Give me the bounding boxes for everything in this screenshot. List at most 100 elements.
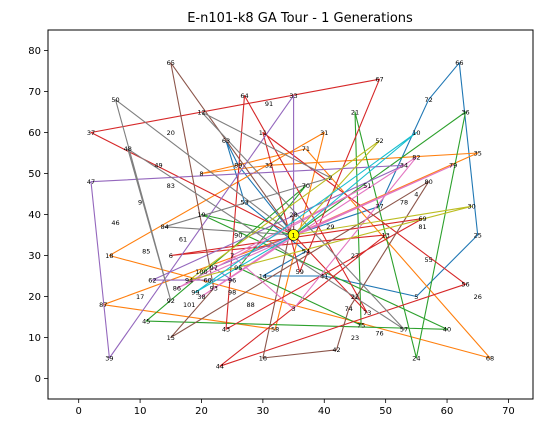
node-label: 16	[259, 354, 267, 362]
node-label: 91	[265, 100, 273, 108]
node-label: 39	[105, 354, 113, 362]
node-label: 35	[474, 149, 482, 157]
node-label: 12	[197, 108, 205, 116]
node-label: 47	[87, 178, 95, 186]
route-line-4	[90, 78, 467, 367]
route-lines	[90, 62, 491, 367]
x-tick-label: 0	[76, 406, 82, 417]
node-label: 51	[363, 182, 371, 190]
node-label: 53	[240, 199, 248, 207]
y-tick-label: 70	[28, 87, 41, 98]
node-label: 78	[400, 199, 408, 207]
node-label: 13	[382, 231, 390, 239]
node-label: 43	[222, 326, 230, 334]
node-label: 74	[345, 305, 353, 313]
node-label: 48	[124, 145, 132, 153]
node-label: 77	[375, 203, 383, 211]
depot-dot	[287, 229, 300, 241]
node-label: 64	[240, 92, 248, 100]
node-label: 3	[291, 305, 295, 313]
depot-marker	[287, 229, 300, 241]
node-label: 19	[197, 211, 205, 219]
x-tick-label: 20	[195, 406, 208, 417]
node-label: 82	[412, 153, 420, 161]
y-tick-label: 10	[28, 333, 41, 344]
node-label: 98	[228, 289, 236, 297]
node-label: 63	[222, 137, 230, 145]
node-label: 33	[289, 92, 297, 100]
node-label: 20	[167, 129, 175, 137]
node-label: 7	[230, 252, 234, 260]
x-axis-ticks: 0 10 20 30 40 50 60 70	[76, 399, 515, 417]
node-label: 25	[474, 231, 482, 239]
node-label: 44	[216, 363, 224, 371]
node-label: 34	[400, 162, 408, 170]
node-label: 84	[161, 223, 169, 231]
node-label: 36	[461, 108, 469, 116]
node-label: 22	[351, 293, 359, 301]
route-line-8	[114, 99, 405, 330]
node-label: 96	[228, 276, 236, 284]
node-label: 59	[296, 268, 304, 276]
node-label: 100	[195, 268, 207, 276]
node-label: 18	[105, 252, 113, 260]
route-line-2	[102, 131, 491, 359]
route-line-9	[188, 140, 473, 281]
node-label: 29	[326, 223, 334, 231]
node-label: 24	[412, 354, 420, 362]
node-label: 95	[234, 264, 242, 272]
node-label: 97	[210, 264, 218, 272]
y-tick-label: 40	[28, 210, 41, 221]
node-label: 60	[203, 276, 211, 284]
node-label: 92	[167, 297, 175, 305]
node-label: 73	[363, 309, 371, 317]
node-label: 45	[142, 317, 150, 325]
node-label: 46	[111, 219, 119, 227]
node-label: 94	[185, 276, 193, 284]
y-tick-label: 50	[28, 169, 41, 180]
node-label: 4	[414, 190, 418, 198]
node-label: 11	[259, 129, 267, 137]
node-label: 81	[418, 223, 426, 231]
y-axis-ticks: 0 10 20 30 40 50 60 70 80	[28, 46, 48, 385]
node-label: 32	[265, 162, 273, 170]
route-line-10	[194, 131, 417, 293]
node-label: 52	[375, 137, 383, 145]
node-label: 88	[246, 301, 254, 309]
node-label: 8	[199, 170, 203, 178]
node-label: 90	[234, 231, 242, 239]
node-label: 56	[461, 281, 469, 289]
x-tick-label: 50	[379, 406, 392, 417]
node-label: 2	[328, 174, 332, 182]
y-tick-label: 60	[28, 128, 41, 139]
node-label: 83	[167, 182, 175, 190]
node-label: 55	[424, 256, 432, 264]
node-label: 21	[351, 108, 359, 116]
y-tick-label: 30	[28, 251, 41, 262]
node-label: 27	[351, 252, 359, 260]
node-label: 28	[289, 211, 297, 219]
node-label: 41	[320, 272, 328, 280]
node-label: 72	[424, 96, 432, 104]
node-label: 5	[414, 293, 418, 301]
y-tick-label: 20	[28, 292, 41, 303]
node-label: 42	[332, 346, 340, 354]
node-label: 65	[167, 59, 175, 67]
node-label: 85	[142, 248, 150, 256]
node-label: 66	[455, 59, 463, 67]
node-label: 71	[302, 145, 310, 153]
node-label: 9	[138, 199, 142, 207]
node-label: 37	[87, 129, 95, 137]
node-label: 62	[148, 276, 156, 284]
node-label: 89	[234, 162, 242, 170]
node-label: 23	[351, 334, 359, 342]
node-label: 40	[443, 326, 451, 334]
node-label: 69	[418, 215, 426, 223]
node-label: 54	[302, 248, 310, 256]
node-label: 86	[173, 285, 181, 293]
node-label: 93	[210, 285, 218, 293]
node-label: 68	[486, 354, 494, 362]
y-tick-label: 80	[28, 46, 41, 57]
